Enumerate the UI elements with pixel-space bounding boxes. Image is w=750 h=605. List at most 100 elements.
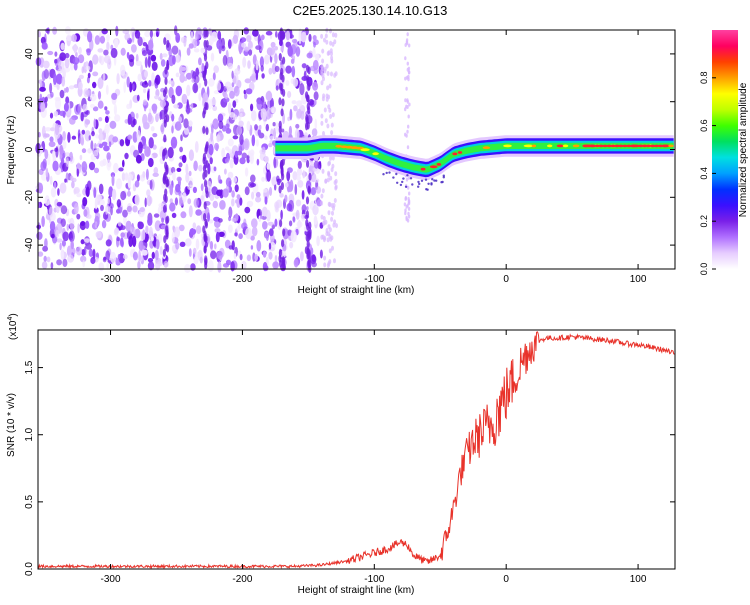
noise-blob bbox=[144, 30, 151, 38]
noise-blob bbox=[64, 58, 70, 69]
noise-blob bbox=[321, 96, 325, 102]
noise-blob bbox=[126, 76, 130, 88]
noise-blob bbox=[77, 54, 85, 64]
snr-x-tick-label: 0 bbox=[503, 574, 509, 585]
noise-blob bbox=[49, 175, 53, 185]
signal-speckle bbox=[404, 185, 408, 188]
noise-blob bbox=[185, 172, 190, 183]
noise-blob bbox=[81, 249, 86, 256]
noise-blob bbox=[328, 83, 332, 89]
signal-hotspot bbox=[457, 151, 463, 154]
noise-blob bbox=[122, 159, 125, 168]
noise-blob bbox=[151, 61, 158, 71]
signal-speckle bbox=[388, 171, 391, 174]
noise-blob bbox=[322, 220, 326, 226]
noise-blob bbox=[280, 209, 283, 220]
noise-blob bbox=[268, 242, 272, 250]
noise-blob bbox=[141, 81, 149, 88]
noise-blob bbox=[171, 113, 175, 122]
noise-blob bbox=[330, 167, 334, 173]
noise-blob bbox=[308, 99, 315, 106]
noise-blob bbox=[151, 72, 155, 84]
noise-blob bbox=[154, 95, 160, 100]
noise-streak bbox=[305, 210, 309, 219]
noise-blob bbox=[92, 54, 99, 65]
snr-frame bbox=[37, 329, 676, 570]
noise-blob bbox=[280, 45, 284, 52]
noise-blob bbox=[218, 218, 223, 223]
artifact-blob bbox=[406, 218, 410, 223]
noise-blob bbox=[327, 170, 331, 176]
noise-blob bbox=[60, 218, 66, 227]
noise-blob bbox=[179, 73, 185, 83]
noise-blob bbox=[217, 113, 224, 123]
noise-blob bbox=[137, 36, 143, 47]
noise-blob bbox=[326, 237, 330, 243]
noise-blob bbox=[292, 216, 296, 222]
noise-blob bbox=[212, 72, 216, 81]
noise-streak bbox=[278, 254, 282, 263]
noise-blob bbox=[333, 72, 337, 78]
artifact-blob bbox=[405, 177, 409, 182]
noise-blob bbox=[330, 130, 334, 136]
noise-streak bbox=[203, 29, 207, 38]
noise-blob bbox=[76, 213, 81, 220]
signal-speckle bbox=[430, 182, 433, 185]
noise-blob bbox=[135, 60, 142, 66]
noise-blob bbox=[292, 171, 298, 181]
noise-blob bbox=[239, 133, 244, 146]
noise-blob bbox=[149, 36, 153, 46]
noise-blob bbox=[217, 261, 222, 273]
noise-blob bbox=[180, 211, 187, 219]
noise-blob bbox=[103, 128, 108, 133]
noise-streak bbox=[202, 164, 207, 173]
noise-blob bbox=[213, 65, 219, 74]
noise-blob bbox=[265, 30, 273, 36]
noise-blob bbox=[52, 160, 59, 172]
noise-blob bbox=[160, 124, 165, 133]
noise-streak bbox=[163, 235, 167, 244]
noise-blob bbox=[115, 178, 123, 190]
noise-blob bbox=[334, 171, 338, 177]
noise-blob bbox=[314, 118, 318, 130]
noise-blob bbox=[154, 220, 162, 232]
signal-speckle bbox=[395, 172, 398, 176]
noise-blob bbox=[198, 164, 203, 172]
noise-blob bbox=[321, 73, 325, 79]
noise-blob bbox=[246, 154, 250, 164]
noise-blob bbox=[54, 123, 60, 136]
artifact-blob bbox=[407, 74, 410, 79]
noise-blob bbox=[254, 254, 258, 262]
noise-blob bbox=[207, 260, 214, 272]
noise-blob bbox=[212, 200, 218, 209]
noise-blob bbox=[179, 146, 184, 153]
noise-blob bbox=[67, 131, 71, 143]
noise-blob bbox=[316, 235, 320, 247]
noise-blob bbox=[321, 58, 325, 64]
noise-blob bbox=[105, 84, 109, 95]
noise-blob bbox=[100, 204, 104, 212]
noise-blob bbox=[138, 240, 144, 251]
noise-blob bbox=[195, 209, 202, 216]
noise-blob bbox=[40, 161, 47, 172]
noise-blob bbox=[245, 227, 252, 239]
noise-blob bbox=[298, 32, 302, 45]
noise-streak bbox=[204, 186, 209, 194]
artifact-blob bbox=[406, 129, 409, 134]
noise-blob bbox=[153, 167, 159, 175]
noise-blob bbox=[324, 178, 328, 184]
noise-blob bbox=[241, 222, 248, 230]
noise-blob bbox=[68, 85, 75, 90]
noise-streak bbox=[281, 256, 285, 265]
noise-blob bbox=[175, 54, 181, 63]
noise-blob bbox=[40, 101, 46, 113]
noise-blob bbox=[331, 112, 335, 118]
noise-streak bbox=[307, 185, 311, 194]
noise-blob bbox=[273, 146, 276, 155]
noise-blob bbox=[255, 139, 259, 147]
noise-blob bbox=[256, 99, 263, 111]
noise-blob bbox=[144, 197, 147, 208]
spectrogram-x-tick-label: 0 bbox=[503, 274, 509, 285]
noise-blob bbox=[227, 62, 233, 70]
noise-streak bbox=[202, 225, 206, 234]
